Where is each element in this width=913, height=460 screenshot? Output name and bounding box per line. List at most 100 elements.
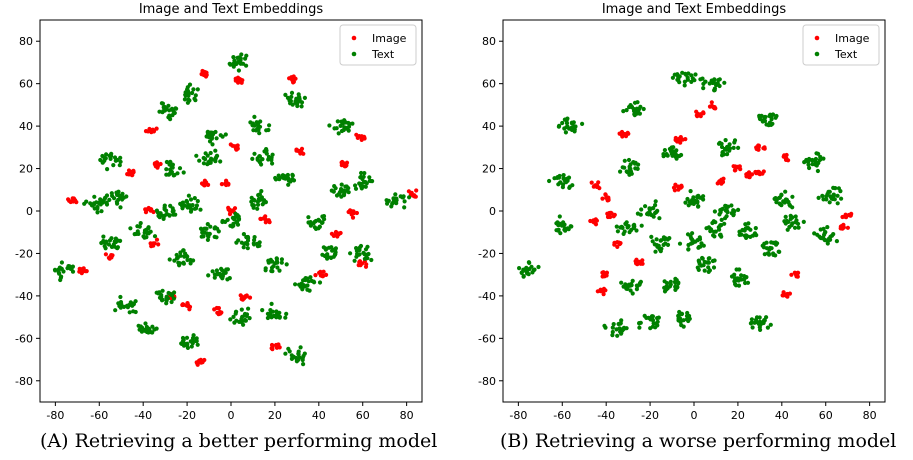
scatter-point-image bbox=[589, 180, 594, 185]
scatter-point-image bbox=[601, 270, 606, 275]
scatter-point-text bbox=[284, 311, 289, 316]
scatter-point-text bbox=[170, 113, 175, 118]
scatter-point-text bbox=[58, 277, 63, 283]
scatter-point-text bbox=[743, 226, 748, 231]
scatter-point-text bbox=[357, 245, 363, 250]
scatter-point-text bbox=[722, 80, 727, 85]
scatter-point-text bbox=[190, 203, 195, 208]
scatter-point-text bbox=[628, 166, 633, 171]
scatter-point-image bbox=[226, 205, 231, 210]
scatter-point-text bbox=[142, 235, 147, 240]
x-tick-label: -40 bbox=[597, 409, 615, 422]
scatter-point-text bbox=[285, 95, 290, 100]
scatter-point-text bbox=[769, 113, 774, 119]
scatter-point-text bbox=[244, 63, 249, 68]
scatter-point-text bbox=[675, 72, 680, 77]
scatter-point-text bbox=[732, 279, 737, 284]
scatter-point-image bbox=[615, 244, 620, 249]
scatter-point-image bbox=[701, 111, 706, 116]
scatter-point-text bbox=[255, 206, 260, 211]
scatter-point-image bbox=[792, 270, 797, 275]
scatter-point-image bbox=[244, 293, 249, 298]
scatter-point-image bbox=[125, 172, 130, 177]
scatter-point-text bbox=[181, 261, 186, 266]
scatter-point-text bbox=[138, 221, 143, 226]
scatter-point-text bbox=[109, 236, 114, 241]
scatter-point-text bbox=[696, 245, 701, 250]
scatter-point-text bbox=[702, 259, 707, 265]
scatter-point-text bbox=[184, 253, 189, 258]
x-tick-label: 80 bbox=[863, 409, 877, 422]
scatter-point-text bbox=[685, 196, 690, 202]
scatter-point-text bbox=[213, 148, 218, 153]
scatter-point-text bbox=[70, 269, 76, 274]
scatter-point-text bbox=[688, 189, 693, 194]
scatter-point-text bbox=[647, 210, 652, 215]
scatter-point-text bbox=[159, 294, 164, 299]
scatter-point-image bbox=[103, 252, 108, 257]
scatter-point-text bbox=[367, 175, 372, 180]
scatter-point-text bbox=[768, 322, 773, 327]
scatter-point-text bbox=[815, 168, 821, 174]
scatter-point-text bbox=[698, 77, 703, 82]
scatter-point-text bbox=[691, 201, 696, 206]
scatter-point-text bbox=[651, 214, 656, 219]
scatter-point-text bbox=[286, 346, 291, 351]
scatter-point-text bbox=[795, 221, 801, 226]
scatter-point-text bbox=[317, 218, 322, 223]
scatter-point-text bbox=[178, 201, 183, 206]
scatter-point-image bbox=[198, 357, 203, 362]
scatter-point-text bbox=[717, 227, 722, 232]
scatter-point-text bbox=[557, 123, 562, 128]
scatter-point-image bbox=[601, 292, 606, 297]
scatter-point-text bbox=[618, 321, 623, 326]
scatter-point-text bbox=[298, 284, 303, 289]
scatter-point-text bbox=[289, 353, 294, 358]
scatter-point-text bbox=[178, 250, 183, 255]
scatter-point-image bbox=[695, 111, 700, 116]
scatter-point-image bbox=[203, 70, 208, 75]
scatter-point-text bbox=[119, 194, 125, 199]
scatter-point-image bbox=[320, 274, 325, 279]
scatter-point-text bbox=[720, 153, 725, 158]
scatter-point-text bbox=[301, 353, 306, 359]
scatter-point-text bbox=[113, 308, 118, 313]
scatter-point-text bbox=[164, 159, 169, 165]
scatter-point-text bbox=[752, 231, 758, 236]
caption-b: (B) Retrieving a worse performing model bbox=[500, 430, 897, 452]
scatter-point-text bbox=[736, 278, 741, 283]
scatter-point-text bbox=[205, 130, 210, 135]
scatter-point-text bbox=[115, 245, 120, 250]
scatter-point-image bbox=[235, 143, 240, 148]
scatter-point-text bbox=[717, 212, 722, 217]
scatter-point-image bbox=[611, 214, 616, 219]
scatter-point-text bbox=[305, 276, 310, 281]
scatter-point-text bbox=[719, 234, 724, 239]
scatter-point-image bbox=[151, 209, 156, 215]
scatter-point-image bbox=[216, 306, 221, 311]
scatter-point-text bbox=[118, 159, 123, 164]
scatter-point-text bbox=[293, 99, 298, 104]
scatter-point-text bbox=[286, 182, 291, 187]
scatter-point-text bbox=[736, 145, 741, 150]
scatter-point-text bbox=[557, 180, 563, 185]
scatter-point-text bbox=[202, 226, 207, 231]
scatter-point-image bbox=[838, 226, 843, 231]
scatter-point-text bbox=[686, 314, 691, 319]
scatter-point-text bbox=[156, 291, 161, 296]
scatter-point-text bbox=[391, 200, 396, 205]
scatter-point-image bbox=[321, 269, 326, 274]
scatter-point-text bbox=[112, 196, 117, 201]
scatter-point-image bbox=[602, 274, 607, 279]
scatter-point-image bbox=[129, 173, 135, 178]
scatter-point-text bbox=[706, 265, 711, 270]
scatter-point-text bbox=[634, 111, 639, 116]
scatter-point-text bbox=[342, 120, 347, 125]
scatter-point-text bbox=[276, 173, 281, 178]
scatter-point-text bbox=[674, 153, 679, 158]
scatter-point-text bbox=[320, 252, 325, 257]
scatter-point-text bbox=[245, 246, 250, 251]
scatter-point-text bbox=[270, 161, 275, 166]
scatter-point-image bbox=[81, 266, 86, 271]
scatter-point-text bbox=[731, 212, 736, 217]
